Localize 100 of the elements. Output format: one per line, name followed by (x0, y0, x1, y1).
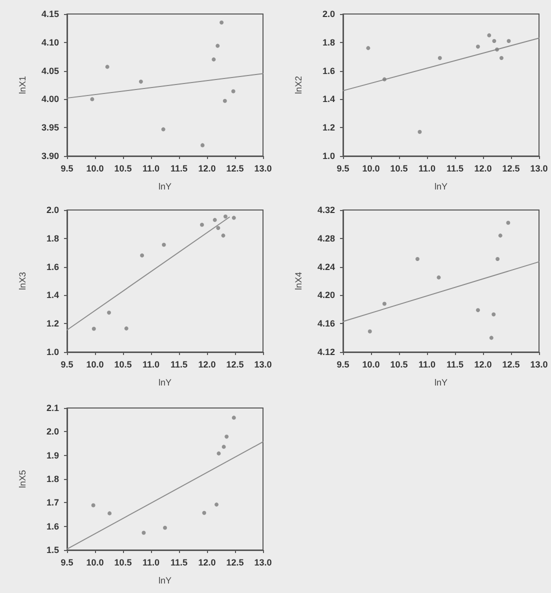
point (495, 48, 499, 52)
x-tick-label: 13.0 (530, 360, 548, 370)
x-tick-label: 10.5 (390, 360, 408, 370)
point (224, 434, 229, 439)
x-tick-label: 10.0 (362, 360, 380, 370)
x-tick-label: 11.5 (446, 360, 464, 370)
point (496, 256, 500, 261)
y-tick-label: 1.0 (322, 151, 335, 161)
x-tick-label: 12.0 (198, 558, 216, 568)
y-tick-label: 1.4 (46, 290, 59, 300)
x-tick-label: 11.5 (170, 558, 188, 568)
y-axis-title: lnX4 (294, 272, 304, 290)
point (214, 502, 219, 507)
point (221, 234, 226, 238)
point (220, 20, 224, 25)
x-tick-label: 11.5 (170, 360, 188, 370)
point (140, 253, 144, 258)
x-axis-title: lnY (158, 378, 172, 388)
y-tick-label: 1.7 (46, 498, 59, 508)
point (124, 326, 128, 330)
y-tick-label: 1.6 (322, 66, 335, 76)
point (499, 56, 504, 60)
point (222, 444, 226, 449)
point (498, 234, 502, 238)
x-tick-label: 9.5 (60, 164, 74, 174)
x-tick-label: 11.0 (418, 164, 436, 174)
y-axis-title: lnX3 (18, 272, 28, 290)
point (92, 326, 96, 331)
x-tick-label: 10.0 (362, 164, 380, 174)
x-tick-label: 11.0 (418, 360, 436, 370)
y-tick-label: 4.20 (317, 290, 335, 300)
x-tick-label: 12.5 (226, 558, 244, 568)
point (163, 526, 167, 530)
point (476, 308, 480, 312)
point (382, 77, 386, 82)
point (366, 46, 370, 50)
x-axis-title: lnY (158, 182, 172, 192)
y-tick-label: 4.24 (317, 262, 335, 272)
x-tick-label: 11.5 (446, 164, 464, 174)
point (200, 143, 205, 148)
point (107, 310, 111, 315)
x-tick-label: 10.5 (114, 164, 132, 174)
y-tick-label: 1.6 (46, 521, 59, 532)
point (506, 38, 511, 43)
point (506, 220, 510, 225)
x-tick-label: 12.5 (502, 360, 520, 370)
x-tick-label: 10.0 (86, 360, 104, 370)
y-tick-label: 4.28 (317, 233, 335, 244)
x-tick-label: 13.0 (530, 164, 548, 174)
point (91, 503, 96, 508)
y-tick-label: 1.8 (46, 233, 59, 244)
x-tick-label: 10.0 (86, 164, 104, 174)
point (212, 57, 216, 62)
point (162, 242, 166, 247)
point (489, 336, 494, 340)
y-tick-label: 1.8 (46, 474, 59, 484)
y-tick-label: 2.0 (46, 426, 59, 437)
point (90, 97, 94, 102)
x-tick-label: 10.5 (390, 164, 408, 174)
point (212, 218, 217, 222)
point (492, 38, 496, 43)
x-axis-title: lnY (434, 378, 448, 388)
y-tick-label: 1.8 (322, 37, 335, 48)
x-tick-label: 12.5 (226, 360, 244, 370)
y-tick-label: 2.1 (46, 403, 59, 413)
y-tick-label: 1.5 (46, 545, 59, 555)
x-tick-label: 9.5 (60, 360, 74, 370)
x-tick-label: 9.5 (336, 360, 350, 370)
y-tick-label: 1.0 (46, 347, 59, 357)
point (231, 89, 236, 94)
point (161, 127, 166, 132)
point (223, 214, 228, 219)
y-tick-label: 1.2 (46, 318, 59, 329)
point (216, 226, 220, 230)
point (222, 98, 227, 103)
x-tick-label: 9.5 (336, 164, 350, 174)
point (142, 530, 146, 535)
x-tick-label: 11.0 (142, 558, 160, 568)
y-tick-label: 4.12 (317, 347, 335, 357)
y-tick-label: 2.0 (322, 9, 335, 19)
y-tick-label: 4.10 (41, 37, 59, 48)
y-tick-label: 1.2 (322, 122, 335, 133)
x-tick-label: 11.0 (142, 360, 160, 370)
point (436, 275, 441, 280)
point (487, 33, 492, 38)
y-tick-label: 3.95 (41, 122, 59, 133)
point (476, 44, 480, 49)
x-tick-label: 10.0 (86, 558, 104, 568)
y-tick-label: 1.4 (322, 94, 335, 104)
y-tick-label: 4.16 (317, 318, 335, 329)
point (232, 416, 236, 420)
point (382, 302, 386, 306)
point (202, 510, 206, 515)
y-tick-label: 1.6 (46, 262, 59, 272)
x-axis-title: lnY (434, 182, 448, 192)
x-tick-label: 12.0 (474, 360, 492, 370)
y-tick-label: 4.05 (41, 66, 59, 76)
y-tick-label: 2.0 (46, 205, 59, 215)
x-tick-label: 11.5 (170, 164, 188, 174)
y-tick-label: 4.15 (41, 9, 59, 19)
